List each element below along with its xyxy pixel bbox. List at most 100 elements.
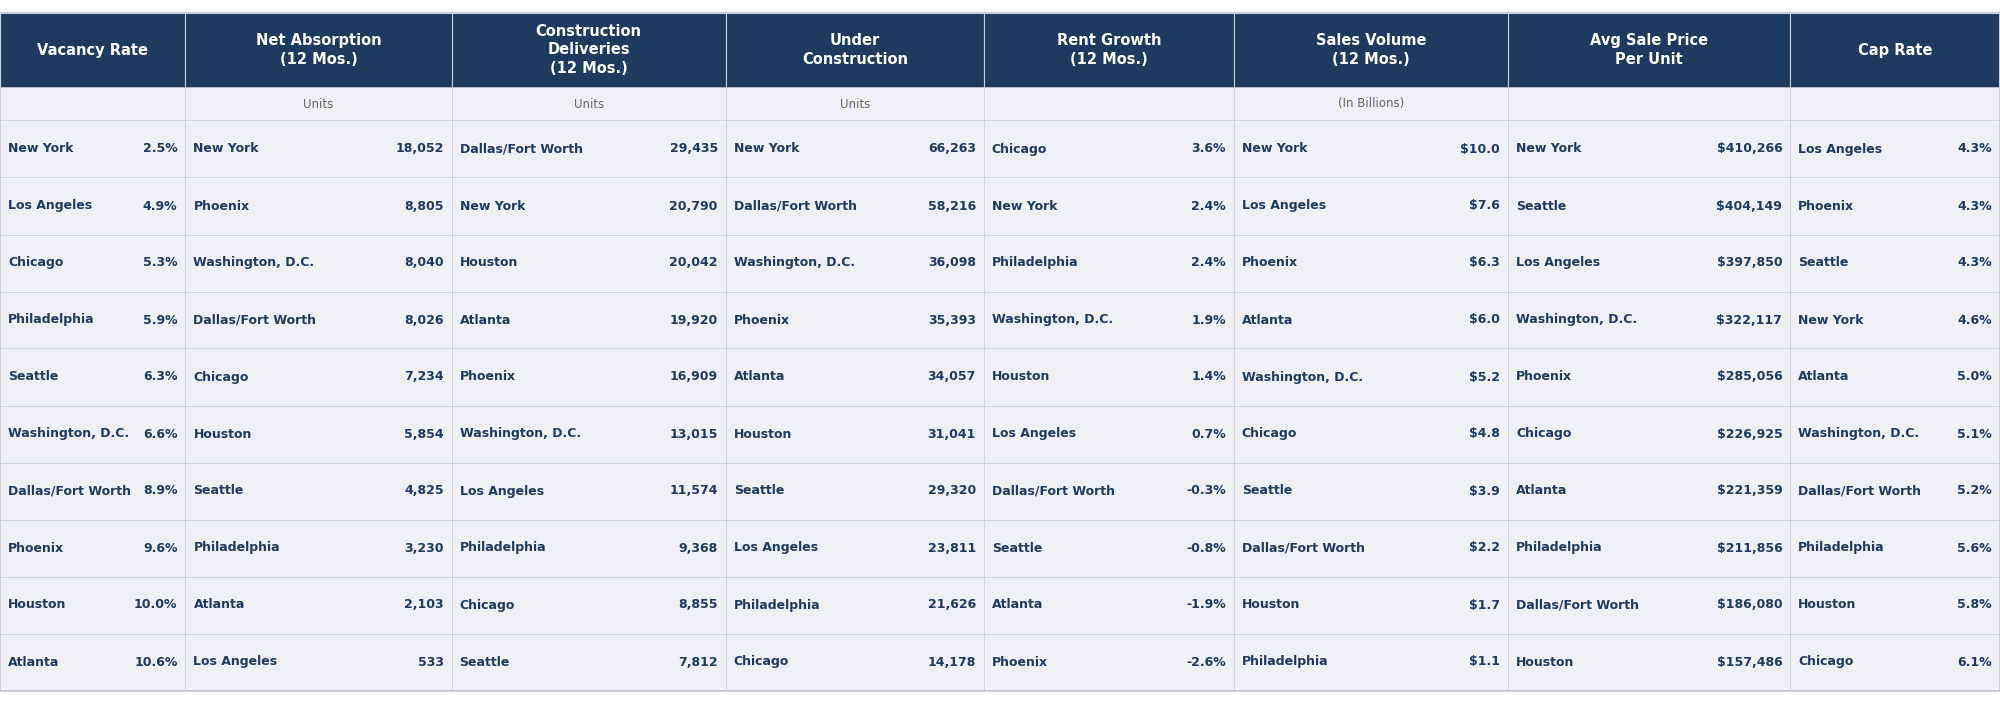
Text: 9.6%: 9.6%: [142, 541, 178, 555]
Text: 5.2%: 5.2%: [1958, 484, 1992, 498]
Text: Atlanta: Atlanta: [1242, 314, 1294, 326]
Text: 5.6%: 5.6%: [1958, 541, 1992, 555]
Bar: [726, 235, 984, 292]
Text: 0.7%: 0.7%: [1192, 427, 1226, 441]
Text: Atlanta: Atlanta: [8, 655, 60, 669]
Text: 1.9%: 1.9%: [1192, 314, 1226, 326]
Bar: [984, 120, 1234, 177]
Text: -0.8%: -0.8%: [1186, 541, 1226, 555]
Text: Los Angeles: Los Angeles: [992, 427, 1076, 441]
Text: $6.3: $6.3: [1470, 257, 1500, 269]
Bar: [0, 520, 186, 576]
Text: Seattle: Seattle: [1242, 484, 1292, 498]
Text: 21,626: 21,626: [928, 598, 976, 612]
Bar: [0, 235, 186, 292]
Bar: [1234, 177, 1508, 235]
Text: Net Absorption
(12 Mos.): Net Absorption (12 Mos.): [256, 33, 382, 67]
Bar: [1508, 87, 1790, 120]
Text: Washington, D.C.: Washington, D.C.: [1242, 370, 1362, 384]
Bar: [726, 463, 984, 520]
Text: 34,057: 34,057: [928, 370, 976, 384]
Text: 7,812: 7,812: [678, 655, 718, 669]
Bar: [186, 87, 452, 120]
Text: Los Angeles: Los Angeles: [1798, 143, 1882, 155]
Bar: [452, 406, 726, 463]
Text: 35,393: 35,393: [928, 314, 976, 326]
Bar: [1790, 292, 2000, 349]
Bar: [1234, 292, 1508, 349]
Bar: [1234, 13, 1508, 87]
Text: $5.2: $5.2: [1470, 370, 1500, 384]
Text: $2.2: $2.2: [1470, 541, 1500, 555]
Text: Houston: Houston: [460, 257, 518, 269]
Text: Seattle: Seattle: [460, 655, 510, 669]
Text: Philadelphia: Philadelphia: [992, 257, 1078, 269]
Text: Houston: Houston: [992, 370, 1050, 384]
Bar: [1508, 177, 1790, 235]
Bar: [1234, 576, 1508, 633]
Text: Houston: Houston: [734, 427, 792, 441]
Text: Philadelphia: Philadelphia: [1798, 541, 1884, 555]
Bar: [452, 520, 726, 576]
Text: $285,056: $285,056: [1716, 370, 1782, 384]
Text: $6.0: $6.0: [1470, 314, 1500, 326]
Text: Philadelphia: Philadelphia: [734, 598, 820, 612]
Bar: [186, 576, 452, 633]
Bar: [186, 463, 452, 520]
Bar: [984, 177, 1234, 235]
Text: Seattle: Seattle: [194, 484, 244, 498]
Bar: [1508, 463, 1790, 520]
Text: 11,574: 11,574: [670, 484, 718, 498]
Text: Washington, D.C.: Washington, D.C.: [734, 257, 854, 269]
Text: Chicago: Chicago: [460, 598, 514, 612]
Text: 31,041: 31,041: [928, 427, 976, 441]
Text: $3.9: $3.9: [1470, 484, 1500, 498]
Text: Atlanta: Atlanta: [460, 314, 510, 326]
Text: $1.1: $1.1: [1470, 655, 1500, 669]
Bar: [726, 87, 984, 120]
Bar: [726, 633, 984, 690]
Text: Units: Units: [840, 98, 870, 110]
Text: 4,825: 4,825: [404, 484, 444, 498]
Text: Dallas/Fort Worth: Dallas/Fort Worth: [1798, 484, 1922, 498]
Text: 5.3%: 5.3%: [142, 257, 178, 269]
Bar: [1508, 13, 1790, 87]
Text: $221,359: $221,359: [1716, 484, 1782, 498]
Bar: [452, 292, 726, 349]
Text: Philadelphia: Philadelphia: [1516, 541, 1602, 555]
Bar: [1790, 520, 2000, 576]
Bar: [1508, 633, 1790, 690]
Text: 29,320: 29,320: [928, 484, 976, 498]
Bar: [186, 13, 452, 87]
Text: 5,854: 5,854: [404, 427, 444, 441]
Text: 20,790: 20,790: [670, 200, 718, 212]
Text: Units: Units: [574, 98, 604, 110]
Text: 14,178: 14,178: [928, 655, 976, 669]
Bar: [1234, 520, 1508, 576]
Text: 13,015: 13,015: [670, 427, 718, 441]
Text: 3,230: 3,230: [404, 541, 444, 555]
Text: $322,117: $322,117: [1716, 314, 1782, 326]
Text: $7.6: $7.6: [1470, 200, 1500, 212]
Text: Phoenix: Phoenix: [992, 655, 1048, 669]
Text: New York: New York: [1798, 314, 1864, 326]
Bar: [186, 349, 452, 406]
Text: Los Angeles: Los Angeles: [460, 484, 544, 498]
Text: Houston: Houston: [1242, 598, 1300, 612]
Text: New York: New York: [460, 200, 526, 212]
Bar: [1790, 576, 2000, 633]
Bar: [452, 633, 726, 690]
Text: $211,856: $211,856: [1716, 541, 1782, 555]
Bar: [1508, 235, 1790, 292]
Bar: [984, 349, 1234, 406]
Text: 2.4%: 2.4%: [1192, 200, 1226, 212]
Text: Atlanta: Atlanta: [1798, 370, 1850, 384]
Text: Dallas/Fort Worth: Dallas/Fort Worth: [194, 314, 316, 326]
Text: 5.0%: 5.0%: [1958, 370, 1992, 384]
Text: Chicago: Chicago: [1516, 427, 1572, 441]
Bar: [1508, 520, 1790, 576]
Text: Los Angeles: Los Angeles: [8, 200, 92, 212]
Text: Chicago: Chicago: [1242, 427, 1298, 441]
Bar: [726, 120, 984, 177]
Text: Rent Growth
(12 Mos.): Rent Growth (12 Mos.): [1056, 33, 1162, 67]
